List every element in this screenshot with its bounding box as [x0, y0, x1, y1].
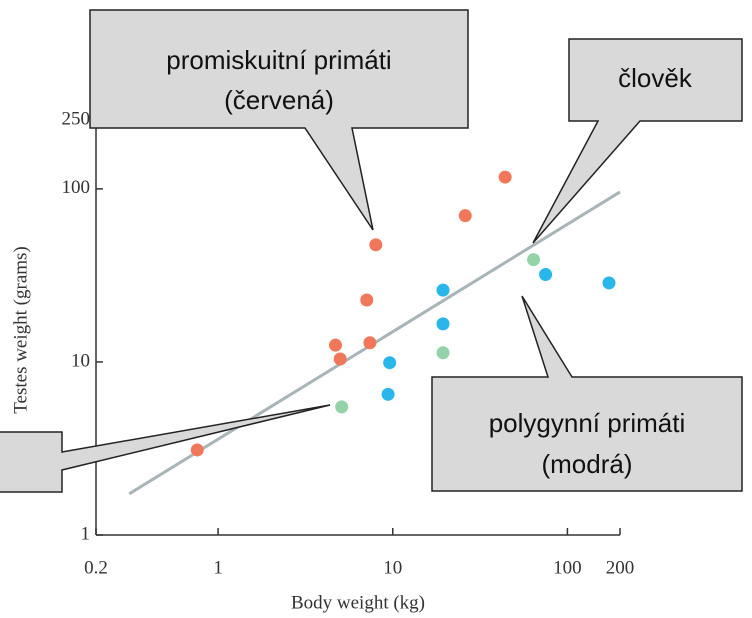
point [328, 338, 342, 352]
point [498, 170, 512, 184]
callout-promiscuous: promiskuitní primáti (červená) [89, 9, 469, 231]
point [602, 276, 616, 290]
callout-text: (modrá) [541, 449, 632, 479]
y-tick-label: 10 [71, 350, 90, 371]
callout-text: (červená) [224, 85, 334, 115]
callout-left [0, 404, 331, 493]
callout-polygynous: polygynní primáti (modrá) [431, 295, 743, 492]
x-axis-label: Body weight (kg) [291, 592, 425, 613]
point [436, 346, 450, 360]
point [381, 387, 395, 401]
point [360, 293, 374, 307]
plot-area: 0.2 1 10 100 200 1 10 100 250 [62, 108, 635, 578]
y-axis-label: Testes weight (grams) [10, 246, 31, 414]
callout-text: promiskuitní primáti [166, 45, 391, 75]
y-tick-label: 1 [81, 523, 91, 544]
point [527, 253, 541, 267]
point [436, 283, 450, 297]
point [458, 209, 472, 223]
y-tick-label: 100 [62, 177, 91, 198]
x-tick-label: 0.2 [84, 557, 108, 578]
y-tick-label: 250 [62, 108, 91, 129]
x-tick-label: 100 [553, 557, 582, 578]
point [539, 268, 553, 282]
callout-box [0, 404, 331, 493]
callout-human: člověk [532, 38, 743, 244]
callout-box [431, 295, 743, 492]
point [383, 356, 397, 370]
callout-box [89, 9, 469, 231]
point [333, 352, 347, 366]
callout-text: člověk [618, 63, 693, 93]
x-tick-label: 10 [383, 557, 402, 578]
x-tick-label: 1 [213, 557, 223, 578]
point [335, 400, 349, 414]
x-tick-label: 200 [606, 557, 635, 578]
callout-text: polygynní primáti [489, 408, 686, 438]
point [190, 443, 204, 457]
point [369, 238, 383, 252]
point [436, 317, 450, 331]
point [363, 336, 377, 350]
callout-box [532, 38, 743, 244]
